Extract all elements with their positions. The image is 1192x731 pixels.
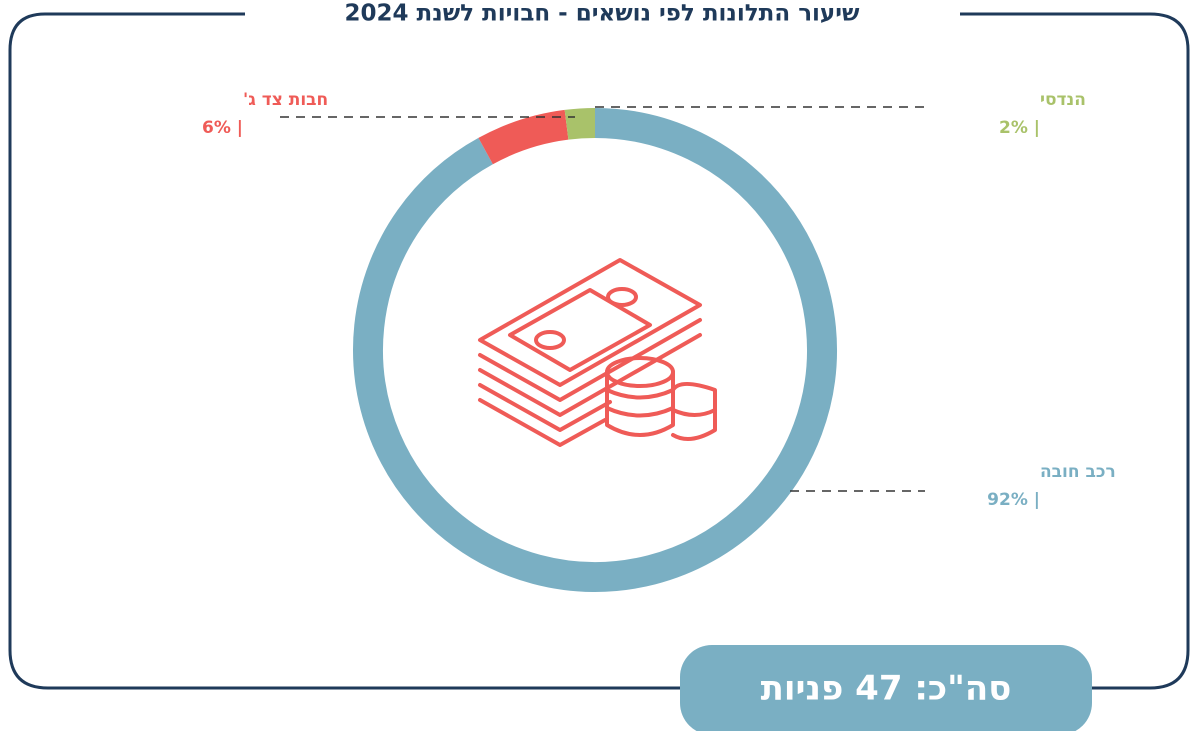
chart-title: שיעור התלונות לפי נושאים - חבויות לשנת 2… (345, 1, 860, 27)
frame (8, 12, 1190, 690)
money-icon (478, 258, 717, 447)
segment-name: רכב חובה (1040, 462, 1116, 482)
donut-segment (353, 108, 837, 592)
segment-value: 92% | (987, 490, 1040, 510)
segment-name: חבות צד ג' (243, 90, 328, 110)
segment-value: 2% | (999, 118, 1040, 138)
donut-segment (478, 109, 569, 165)
segment-name: הנדסי (1040, 90, 1086, 110)
segment-value: 6% | (202, 118, 243, 138)
total-box (680, 645, 1092, 731)
donut-segment (564, 108, 596, 140)
total-label: סה"כ: 47 פניות (761, 669, 1012, 709)
